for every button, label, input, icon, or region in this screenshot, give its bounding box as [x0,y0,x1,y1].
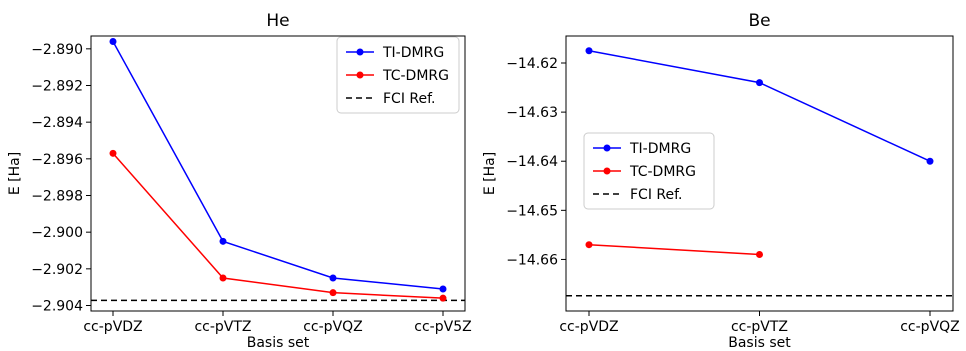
x-tick-label: cc-pVDZ [83,319,142,335]
y-tick-label: −2.894 [31,115,83,131]
y-tick-label: −2.896 [31,152,83,168]
legend-marker [356,71,364,79]
data-point [329,289,337,297]
y-tick-label: −14.64 [506,154,558,170]
chart-0: He cc-pVDZ cc-pVTZ cc-pVQZ cc-pV5Z −2.890 −2.8… [7,11,472,351]
y-tick-label: −2.890 [31,42,83,58]
y-tick-label: −2.904 [31,299,83,315]
data-point [329,274,337,282]
plot-frame [90,35,466,312]
legend-label: FCI Ref. [630,187,682,203]
series-line-TC-DMRG [588,243,760,256]
data-point [109,38,117,45]
legend-label: FCI Ref. [383,91,435,107]
legend-box [583,132,715,210]
plot-frame [565,35,954,312]
x-tick-label: cc-pVTZ [194,319,251,335]
chart-title: He [266,11,289,31]
y-tick-label: −14.65 [506,203,558,219]
y-tick-label: −14.66 [506,252,558,268]
x-axis-label: Basis set [247,335,310,351]
y-tick-label: −14.62 [506,56,558,72]
y-tick-label: −2.892 [31,79,83,95]
data-point [439,294,447,302]
legend-marker [603,144,611,152]
x-tick-label: cc-pVDZ [559,319,618,335]
data-point [585,47,593,55]
legend-marker [603,167,611,175]
data-point [585,241,593,249]
y-axis-label: E [Ha] [482,152,498,195]
data-point [109,149,117,157]
data-point [756,79,763,87]
data-point [219,274,227,282]
legend-label: TI-DMRG [629,141,691,157]
x-tick-label: cc-pVQZ [900,319,960,335]
x-axis-label: Basis set [728,335,791,351]
data-point [756,251,763,259]
series-line-TI-DMRG [112,41,444,290]
y-tick-label: −2.898 [31,189,83,205]
legend-label: TC-DMRG [382,68,449,84]
y-tick-label: −14.63 [506,105,558,121]
x-tick-label: cc-pVQZ [303,319,363,335]
legend: TI-DMRG TC-DMRG FCI Ref. [583,132,715,210]
legend-label: TC-DMRG [629,164,696,180]
legend-marker [356,48,364,56]
series-line-TC-DMRG [112,152,444,299]
y-axis-label: E [Ha] [7,152,23,195]
data-point [926,157,934,165]
x-tick-label: cc-pVTZ [731,319,788,335]
chart-title: Be [748,11,770,31]
x-tick-label: cc-pV5Z [414,319,471,335]
legend: TI-DMRG TC-DMRG FCI Ref. [336,36,460,114]
data-point [439,285,447,293]
y-tick-label: −2.900 [31,225,83,241]
chart-1: Be cc-pVDZ cc-pVTZ cc-pVQZ −14.62 −14.63 −14.6… [482,11,960,351]
legend-box [336,36,460,114]
y-tick-label: −2.902 [31,262,83,278]
legend-label: TI-DMRG [382,45,444,61]
data-point [219,237,227,245]
